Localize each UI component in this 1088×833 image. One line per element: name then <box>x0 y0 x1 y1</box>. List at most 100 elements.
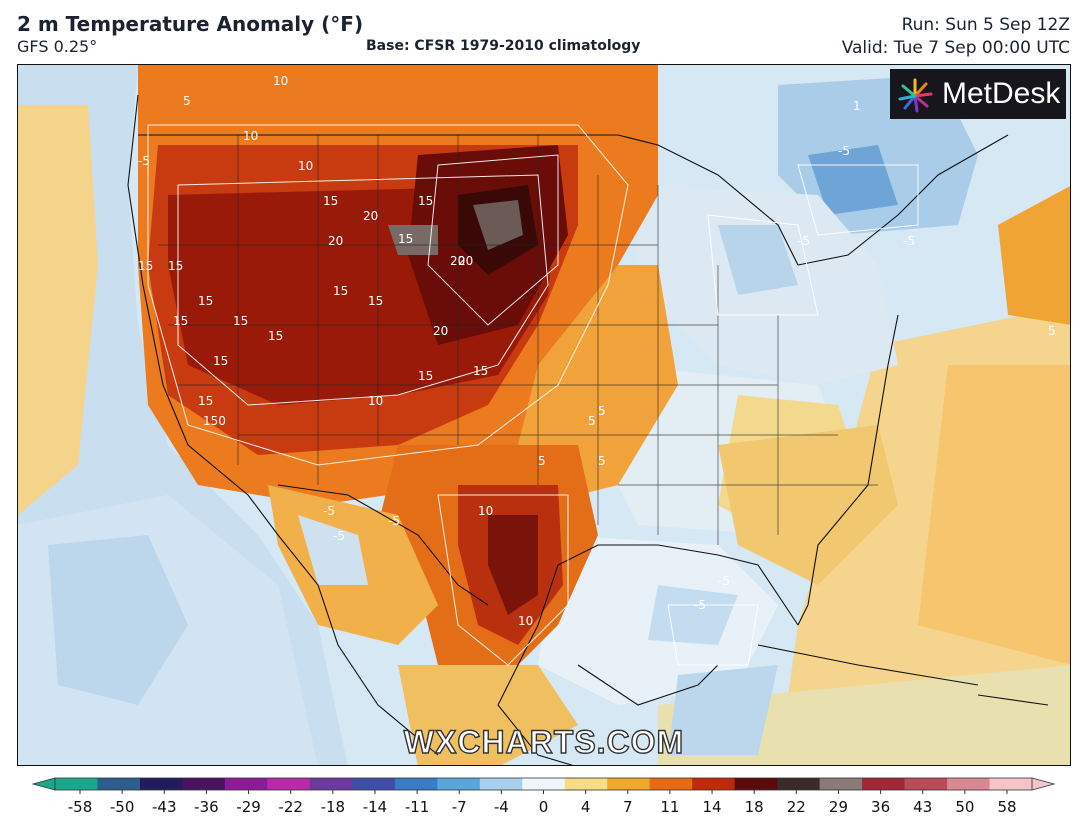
contour-label: 15 <box>233 314 248 328</box>
colorbar-segment <box>777 778 821 790</box>
model-label: GFS 0.25° <box>17 37 98 56</box>
colorbar-segment <box>692 778 736 790</box>
colorbar-tick-label: -7 <box>452 798 467 816</box>
colorbar-tick-label: -50 <box>110 798 135 816</box>
contour-label: 5 <box>1048 324 1056 338</box>
contour-label: -5 <box>333 529 345 543</box>
colorbar-segment <box>989 778 1033 790</box>
colorbar-tick-label: -22 <box>278 798 303 816</box>
contour-label: -5 <box>138 154 150 168</box>
colorbar-segment <box>734 778 778 790</box>
colorbar-tick-label: 11 <box>660 798 679 816</box>
contour-label: 15 <box>473 364 488 378</box>
colorbar-segment <box>479 778 523 790</box>
contour-label: 5 <box>588 414 596 428</box>
colorbar-segment <box>224 778 268 790</box>
wxcharts-watermark: WXCHARTS.COM <box>403 723 685 760</box>
contour-label: -5 <box>323 504 335 518</box>
metdesk-starburst-icon <box>898 78 933 113</box>
colorbar-tick-label: 50 <box>955 798 974 816</box>
contour-label: 15 <box>198 294 213 308</box>
contour-label: 20 <box>433 324 448 338</box>
contour-label: 20 <box>450 254 465 268</box>
colorbar-tick-label: -36 <box>194 798 219 816</box>
colorbar-tick-label: 58 <box>997 798 1016 816</box>
contour-label: -5 <box>903 234 915 248</box>
contour-label: 10 <box>368 394 383 408</box>
colorbar-tick-label: -43 <box>152 798 177 816</box>
colorbar-tick-label: -14 <box>363 798 388 816</box>
contour-label: -5 <box>838 144 850 158</box>
colorbar-segment <box>97 778 141 790</box>
colorbar-segment <box>394 778 438 790</box>
contour-label: 5 <box>598 454 606 468</box>
colorbar-segment <box>182 778 226 790</box>
contour-label: 15 <box>323 194 338 208</box>
contour-label: 15 <box>398 232 413 246</box>
colorbar-segment <box>437 778 481 790</box>
metdesk-logo-text: MetDesk <box>942 77 1061 110</box>
colorbar-segment <box>139 778 183 790</box>
contour-label: 5 <box>183 94 191 108</box>
colorbar-tick-label: -4 <box>494 798 509 816</box>
contour-label: 5 <box>538 454 546 468</box>
contour-label: 15 <box>333 284 348 298</box>
colorbar-tick-label: 22 <box>787 798 806 816</box>
colorbar-tick-label: -18 <box>321 798 346 816</box>
contour-label: 15 <box>213 354 228 368</box>
colorbar-segment <box>649 778 693 790</box>
contour-label: 5 <box>598 404 606 418</box>
colorbar-arrow-low <box>31 777 56 791</box>
contour-label: 15 <box>368 294 383 308</box>
colorbar-segment <box>904 778 948 790</box>
contour-label: 15 <box>198 394 213 408</box>
climatology-base-label: Base: CFSR 1979-2010 climatology <box>366 38 641 54</box>
colorbar-segment <box>55 778 98 790</box>
anomaly-map: 10 5 10 10 15 20 20 15 15 20 15 15 20 15 15 15 15 15 15 15 1… <box>17 64 1071 766</box>
contour-label: -5 <box>388 514 400 528</box>
chart-title: 2 m Temperature Anomaly (°F) <box>17 12 364 36</box>
colorbar-segment <box>862 778 906 790</box>
contour-label: 15 <box>418 369 433 383</box>
contour-label: 10 <box>478 504 493 518</box>
colorbar-segment <box>564 778 608 790</box>
contour-label: 10 <box>518 614 533 628</box>
colorbar-segment <box>352 778 396 790</box>
colorbar-tick-label: 7 <box>623 798 633 816</box>
contour-label: 10 <box>273 74 288 88</box>
contour-label: 20 <box>328 234 343 248</box>
colorbar-segment <box>947 778 991 790</box>
colorbar-tick-label: 4 <box>581 798 591 816</box>
colorbar-segment <box>267 778 311 790</box>
colorbar-segment <box>522 778 566 790</box>
colorbar-tick-label: 43 <box>913 798 932 816</box>
colorbar-tick-label: 18 <box>745 798 764 816</box>
contour-label: 20 <box>363 209 378 223</box>
colorbar-tick-label: -29 <box>236 798 261 816</box>
contour-label: -5 <box>718 574 730 588</box>
colorbar-arrow-high <box>1031 777 1056 791</box>
colorbar-tick-label: 14 <box>702 798 721 816</box>
valid-time-label: Valid: Tue 7 Sep 00:00 UTC <box>841 38 1070 58</box>
colorbar-tick-label: -58 <box>68 798 93 816</box>
colorbar-tick-label: 29 <box>829 798 848 816</box>
contour-label: 1 <box>853 99 861 113</box>
contour-label: 15 <box>173 314 188 328</box>
contour-label: 15 <box>418 194 433 208</box>
colorbar-tick-label: -11 <box>405 798 430 816</box>
colorbar-segment <box>819 778 863 790</box>
contour-label: -5 <box>694 598 706 612</box>
contour-label: 15 <box>268 329 283 343</box>
contour-label: 10 <box>298 159 313 173</box>
contour-label: 10 <box>243 129 258 143</box>
contour-label: 20 <box>458 254 473 268</box>
contour-label: 150 <box>203 414 226 428</box>
colorbar-segment <box>607 778 651 790</box>
contour-label: 15 <box>168 259 183 273</box>
contour-label: 15 <box>138 259 153 273</box>
color-scale-bar: -58 -50 -43 -36 -29 -22 -18 -14 -11 -7 -4 0 4 7 11 14 18… <box>31 777 1056 816</box>
run-time-label: Run: Sun 5 Sep 12Z <box>901 15 1070 35</box>
colorbar-segment <box>309 778 353 790</box>
